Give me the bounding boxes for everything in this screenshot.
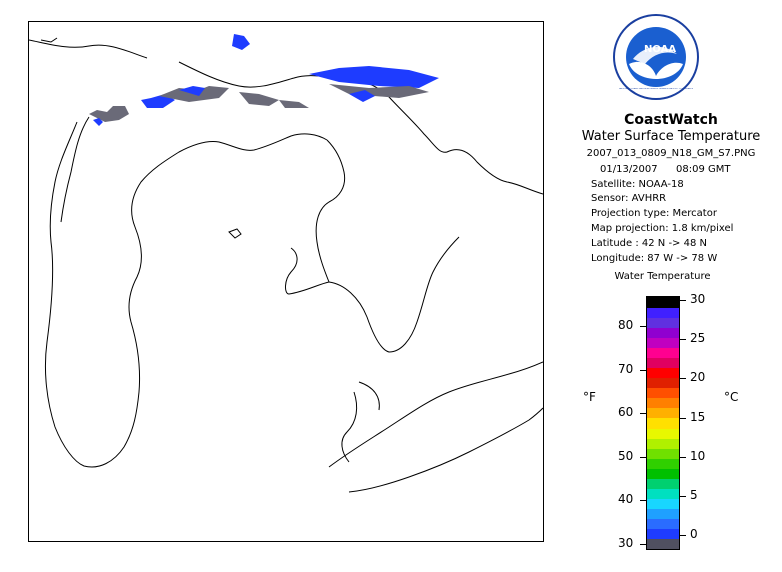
st-clair-coast xyxy=(341,381,380,463)
scale-swatch xyxy=(647,367,679,379)
scale-swatch xyxy=(647,448,679,459)
fahrenheit-tick xyxy=(640,413,646,415)
filename-label: 2007_013_0809_N18_GM_S7.PNG xyxy=(586,148,756,159)
scale-swatch xyxy=(647,528,679,540)
fahrenheit-tick-label: 50 xyxy=(618,448,634,463)
scale-swatch xyxy=(647,407,679,419)
scale-swatch xyxy=(647,307,679,318)
door-peninsula-coast xyxy=(60,116,90,223)
upper-peninsula-coast xyxy=(29,39,350,88)
color-scale xyxy=(646,296,680,550)
celsius-tick-label: 5 xyxy=(690,487,698,502)
noaa-logo-text: NOAA xyxy=(644,44,677,55)
celsius-tick xyxy=(680,378,686,380)
scale-swatch xyxy=(647,357,679,369)
celsius-tick xyxy=(680,417,686,419)
scale-swatch xyxy=(647,317,679,328)
lower-peninsula-east-coast xyxy=(285,139,346,295)
scale-swatch xyxy=(647,518,679,530)
fahrenheit-tick-label: 80 xyxy=(618,318,634,333)
product-title: Water Surface Temperature xyxy=(581,129,761,144)
map-panel xyxy=(28,21,544,542)
time-value: 08:09 GMT xyxy=(676,164,731,175)
fahrenheit-tick-label: 30 xyxy=(618,535,634,550)
lake-michigan-coast xyxy=(44,121,328,468)
lake-erie-south-coast xyxy=(348,407,543,493)
celsius-tick xyxy=(680,300,686,301)
fahrenheit-tick-label: 40 xyxy=(618,492,634,507)
satellite-label: Satellite: NOAA-18 xyxy=(591,179,684,190)
lake-erie-coast xyxy=(328,361,543,468)
scale-swatch xyxy=(647,327,679,338)
brand-title: CoastWatch xyxy=(624,112,718,128)
sensor-label: Sensor: AVHRR xyxy=(591,193,667,204)
scale-swatch xyxy=(647,297,679,308)
map-projection-label: Map projection: 1.8 km/pixel xyxy=(591,223,734,234)
celsius-tick-label: 15 xyxy=(690,409,706,424)
legend-title: Water Temperature xyxy=(614,271,711,282)
fahrenheit-tick xyxy=(640,500,646,502)
celsius-tick-label: 0 xyxy=(690,527,698,541)
latitude-label: Latitude : 42 N -> 48 N xyxy=(591,238,707,249)
island-outline xyxy=(228,228,242,239)
unit-celsius: °C xyxy=(724,390,739,404)
island-outline xyxy=(40,37,58,43)
scale-swatch xyxy=(647,377,679,389)
scale-swatch xyxy=(647,347,679,358)
celsius-tick xyxy=(680,535,686,536)
scale-swatch xyxy=(647,387,679,399)
scale-swatch xyxy=(647,468,679,479)
date-value: 01/13/2007 xyxy=(600,164,658,175)
scale-swatch xyxy=(647,397,679,409)
scale-swatch xyxy=(647,417,679,429)
fahrenheit-tick-label: 60 xyxy=(618,405,634,420)
celsius-tick xyxy=(680,339,686,341)
celsius-tick-label: 10 xyxy=(690,448,706,463)
fahrenheit-tick xyxy=(640,326,646,328)
unit-fahrenheit: °F xyxy=(583,390,596,404)
fahrenheit-tick-label: 70 xyxy=(618,361,634,376)
projection-label: Projection type: Mercator xyxy=(591,208,717,219)
scale-swatch xyxy=(647,438,679,449)
scale-swatch xyxy=(647,508,679,520)
celsius-tick-label: 25 xyxy=(690,331,706,346)
scale-swatch xyxy=(647,488,679,500)
saginaw-bay-coast xyxy=(328,236,460,353)
noaa-logo: NOAA NATIONAL OCEANIC AND ATMOSPHERIC AD… xyxy=(613,14,699,100)
celsius-tick xyxy=(680,456,686,458)
celsius-tick-label: 20 xyxy=(690,370,706,385)
scale-swatch xyxy=(647,498,679,510)
fahrenheit-tick xyxy=(640,369,646,371)
scale-swatch xyxy=(647,428,679,439)
celsius-tick xyxy=(680,495,686,497)
date-label: 01/13/2007 08:09 GMT xyxy=(600,164,731,175)
celsius-tick-label: 30 xyxy=(690,292,706,306)
scale-swatch xyxy=(647,337,679,348)
scale-swatch xyxy=(647,538,679,550)
map-svg xyxy=(29,34,543,493)
scale-swatch xyxy=(647,478,679,490)
noaa-logo-icon xyxy=(613,14,699,100)
fahrenheit-tick xyxy=(640,543,646,545)
longitude-label: Longitude: 87 W -> 78 W xyxy=(591,253,718,264)
noaa-logo-ring-text: NATIONAL OCEANIC AND ATMOSPHERIC ADMINIS… xyxy=(619,88,693,90)
sst-patches xyxy=(89,34,439,126)
fahrenheit-tick xyxy=(640,456,646,458)
scale-swatch xyxy=(647,458,679,469)
